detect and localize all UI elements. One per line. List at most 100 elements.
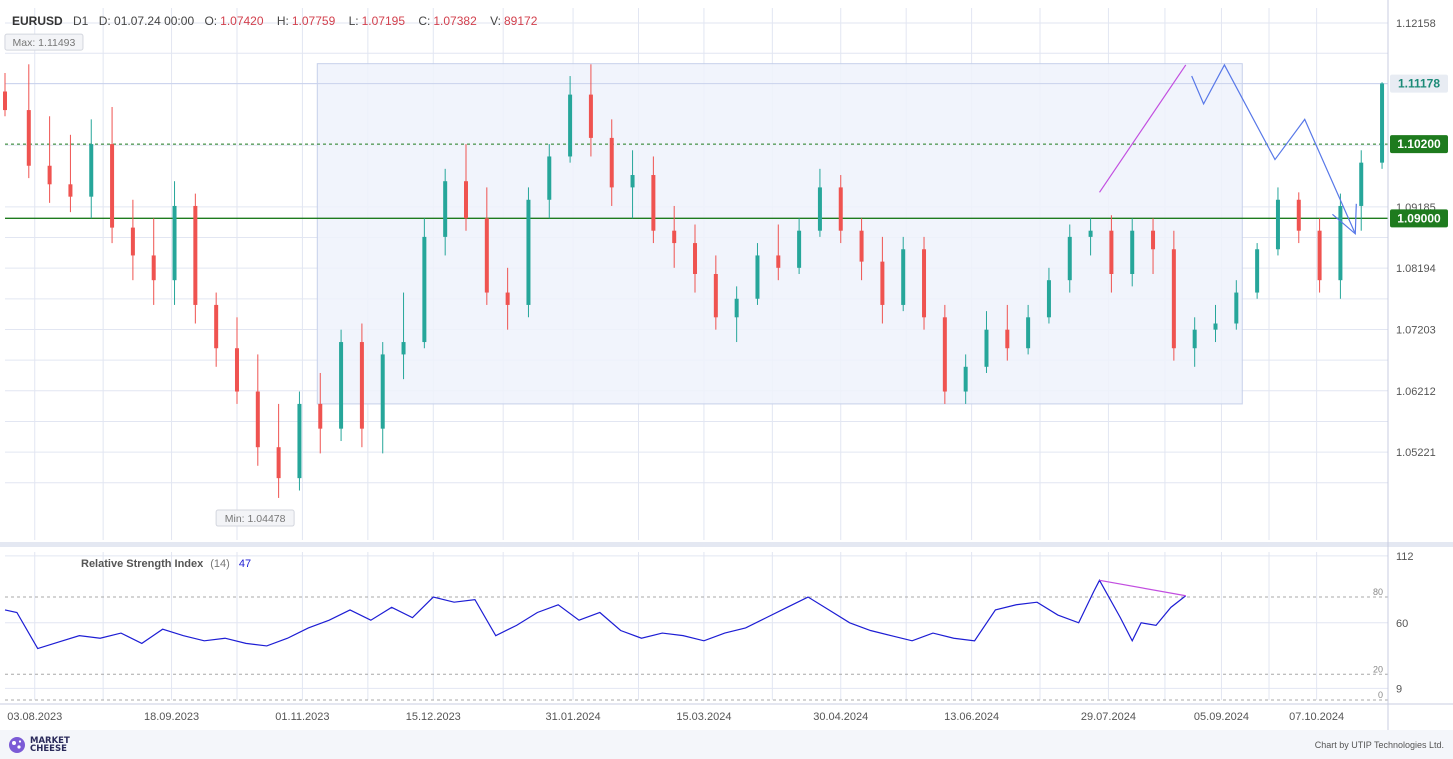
footer-bar: MARKET CHEESE Chart by UTIP Technologies… xyxy=(0,730,1453,759)
candle-body[interactable] xyxy=(1171,249,1176,349)
open-value: 1.07420 xyxy=(220,14,264,28)
candle-body[interactable] xyxy=(797,230,802,268)
candle-body[interactable] xyxy=(464,181,468,219)
range-box[interactable] xyxy=(316,63,1243,405)
candle-body[interactable] xyxy=(1234,292,1239,324)
candle-body[interactable] xyxy=(1151,230,1156,250)
current-price-badge[interactable]: 1.11178 xyxy=(1398,77,1440,91)
rsi-title: Relative Strength Index (14) 47 xyxy=(81,558,251,570)
candle-body[interactable] xyxy=(588,94,593,138)
candle-body[interactable] xyxy=(443,181,448,237)
candle-body[interactable] xyxy=(922,249,927,318)
candle-body[interactable] xyxy=(609,137,614,188)
chart-credit[interactable]: Chart by UTIP Technologies Ltd. xyxy=(1314,740,1444,750)
candle-body[interactable] xyxy=(484,218,489,293)
max-label: Max: 1.11493 xyxy=(13,37,76,49)
candle-body[interactable] xyxy=(505,292,510,305)
candle-body[interactable] xyxy=(255,391,260,448)
candle-body[interactable] xyxy=(901,249,906,305)
candle-body[interactable] xyxy=(755,255,760,299)
timeframe-label[interactable]: D1 xyxy=(73,14,89,28)
rsi-period: (14) xyxy=(210,558,230,570)
current-price-badge-bg xyxy=(1390,74,1448,93)
candle-body[interactable] xyxy=(547,156,552,200)
candle-body[interactable] xyxy=(817,187,822,231)
price-divergence-line[interactable] xyxy=(1099,64,1187,193)
candle-body[interactable] xyxy=(568,94,573,157)
candle-body[interactable] xyxy=(89,144,94,197)
candle-body[interactable] xyxy=(838,187,843,231)
pane-separator[interactable] xyxy=(0,542,1453,547)
level-badge-bg xyxy=(1390,135,1448,154)
candle-body[interactable] xyxy=(776,255,781,268)
candle-body[interactable] xyxy=(734,298,739,318)
candle-body[interactable] xyxy=(401,342,406,355)
axes-layer xyxy=(0,0,1453,730)
chart-canvas[interactable]: 80 20 0 Relative Strength Index (14) 47 1.121… xyxy=(0,0,1453,730)
candle-body[interactable] xyxy=(380,354,385,429)
candle-body[interactable] xyxy=(651,175,656,231)
rsi-level-label: 0 xyxy=(1378,690,1383,700)
candle-body[interactable] xyxy=(1192,329,1197,349)
candle-body[interactable] xyxy=(1088,230,1093,237)
price-tick-label: 1.08194 xyxy=(1396,263,1436,275)
candle-body[interactable] xyxy=(1380,83,1385,163)
candle-body[interactable] xyxy=(880,261,885,305)
level-badge[interactable]: 1.10200 xyxy=(1397,137,1441,151)
candle-body[interactable] xyxy=(693,243,698,274)
candle-body[interactable] xyxy=(1005,329,1010,349)
candle-body[interactable] xyxy=(297,403,302,479)
level-badge[interactable]: 1.09000 xyxy=(1397,211,1441,225)
candle-body[interactable] xyxy=(422,236,427,343)
candle-body[interactable] xyxy=(1046,280,1051,318)
high-value: 1.07759 xyxy=(291,14,336,28)
candle-body[interactable] xyxy=(359,342,364,429)
candle-body[interactable] xyxy=(630,175,635,188)
forecast-path[interactable] xyxy=(1191,63,1356,235)
rsi-divergence-line[interactable] xyxy=(1099,579,1186,597)
candle-body[interactable] xyxy=(713,274,718,318)
candle-body[interactable] xyxy=(130,227,135,256)
candle-body[interactable] xyxy=(1296,199,1301,231)
candle-body[interactable] xyxy=(339,342,344,429)
candle-body[interactable] xyxy=(1130,230,1135,274)
time-tick-label: 29.07.2024 xyxy=(1081,711,1136,723)
candle-body[interactable] xyxy=(1317,230,1322,281)
candle-body[interactable] xyxy=(859,230,864,262)
candle-body[interactable] xyxy=(193,205,198,305)
levels-layer xyxy=(5,83,1388,219)
rsi-layer: 80 20 0 xyxy=(4,579,1388,701)
candle-body[interactable] xyxy=(151,255,156,281)
brand-logo[interactable]: MARKET CHEESE xyxy=(8,736,70,754)
rsi-title-name: Relative Strength Index xyxy=(81,558,204,570)
candle-body[interactable] xyxy=(1359,162,1364,206)
candle-body[interactable] xyxy=(963,366,968,392)
candle-body[interactable] xyxy=(318,403,323,429)
time-tick-label: 18.09.2023 xyxy=(144,711,199,723)
price-tick-label: 1.12158 xyxy=(1396,18,1436,30)
symbol-label[interactable]: EURUSD xyxy=(12,14,63,28)
candle-body[interactable] xyxy=(47,165,52,185)
candle-body[interactable] xyxy=(276,447,281,479)
candle-body[interactable] xyxy=(234,348,239,392)
candle-body[interactable] xyxy=(1275,199,1280,250)
time-tick-label: 07.10.2024 xyxy=(1289,711,1344,723)
candle-body[interactable] xyxy=(1026,317,1031,349)
candle-body[interactable] xyxy=(68,184,73,197)
candle-body[interactable] xyxy=(172,205,177,281)
candle-body[interactable] xyxy=(1338,205,1343,281)
candle-body[interactable] xyxy=(26,110,31,166)
candle-body[interactable] xyxy=(1213,323,1218,330)
candle-body[interactable] xyxy=(1255,249,1260,293)
candle-body[interactable] xyxy=(1067,236,1072,281)
candle-body[interactable] xyxy=(984,329,989,367)
candle-body[interactable] xyxy=(942,317,947,392)
candle-body[interactable] xyxy=(214,304,219,349)
candle-body[interactable] xyxy=(1109,230,1114,274)
candle-body[interactable] xyxy=(526,199,531,305)
candle-body[interactable] xyxy=(3,91,7,111)
candle-body[interactable] xyxy=(110,144,115,228)
candle-body[interactable] xyxy=(672,230,677,244)
rsi-line[interactable] xyxy=(4,579,1187,650)
